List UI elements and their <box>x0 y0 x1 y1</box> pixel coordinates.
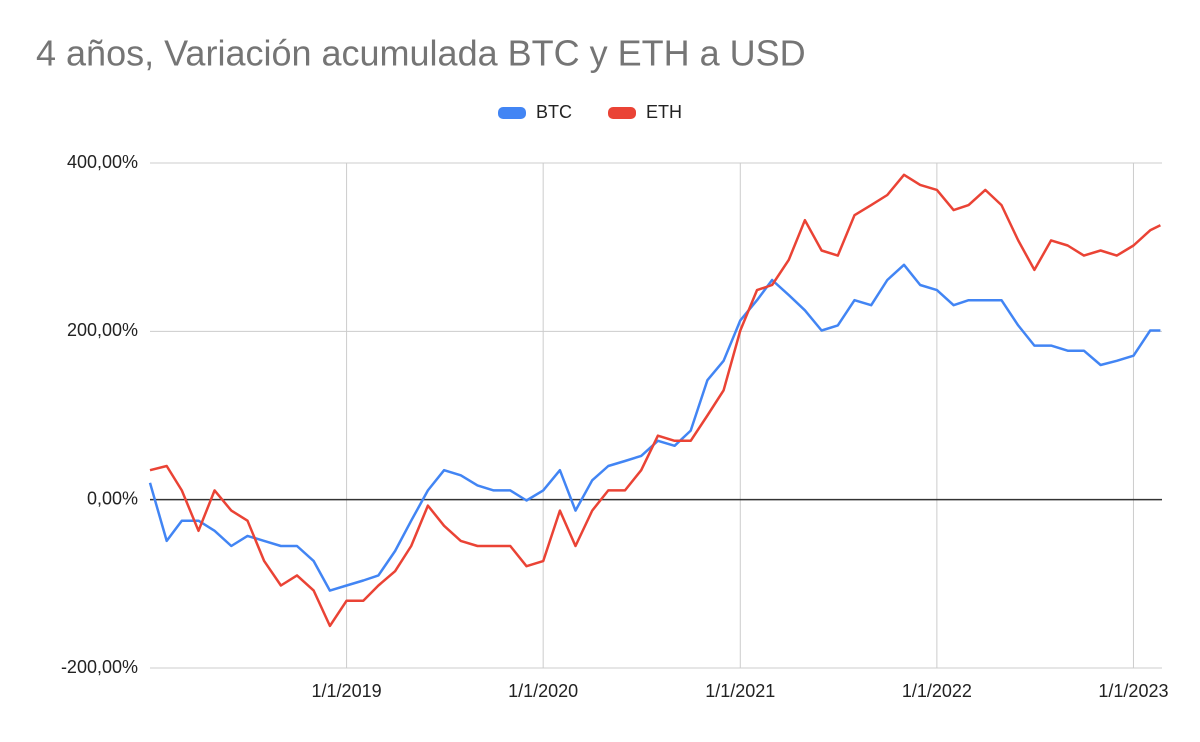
x-tick-label: 1/1/2022 <box>902 681 972 701</box>
y-tick-label: 400,00% <box>67 152 138 172</box>
x-tick-label: 1/1/2021 <box>705 681 775 701</box>
line-series <box>149 173 1161 628</box>
legend-label: BTC <box>536 102 572 122</box>
legend-label: ETH <box>646 102 682 122</box>
x-tick-label: 1/1/2023 <box>1098 681 1168 701</box>
y-tick-label: 0,00% <box>87 488 138 508</box>
chart-title: 4 años, Variación acumulada BTC y ETH a … <box>36 33 806 74</box>
y-tick-label: 200,00% <box>67 320 138 340</box>
line-series <box>148 263 1161 592</box>
x-tick-label: 1/1/2019 <box>312 681 382 701</box>
x-tick-label: 1/1/2020 <box>508 681 578 701</box>
y-tick-label: -200,00% <box>61 657 138 677</box>
legend-swatch <box>608 107 636 119</box>
legend-swatch <box>498 107 526 119</box>
